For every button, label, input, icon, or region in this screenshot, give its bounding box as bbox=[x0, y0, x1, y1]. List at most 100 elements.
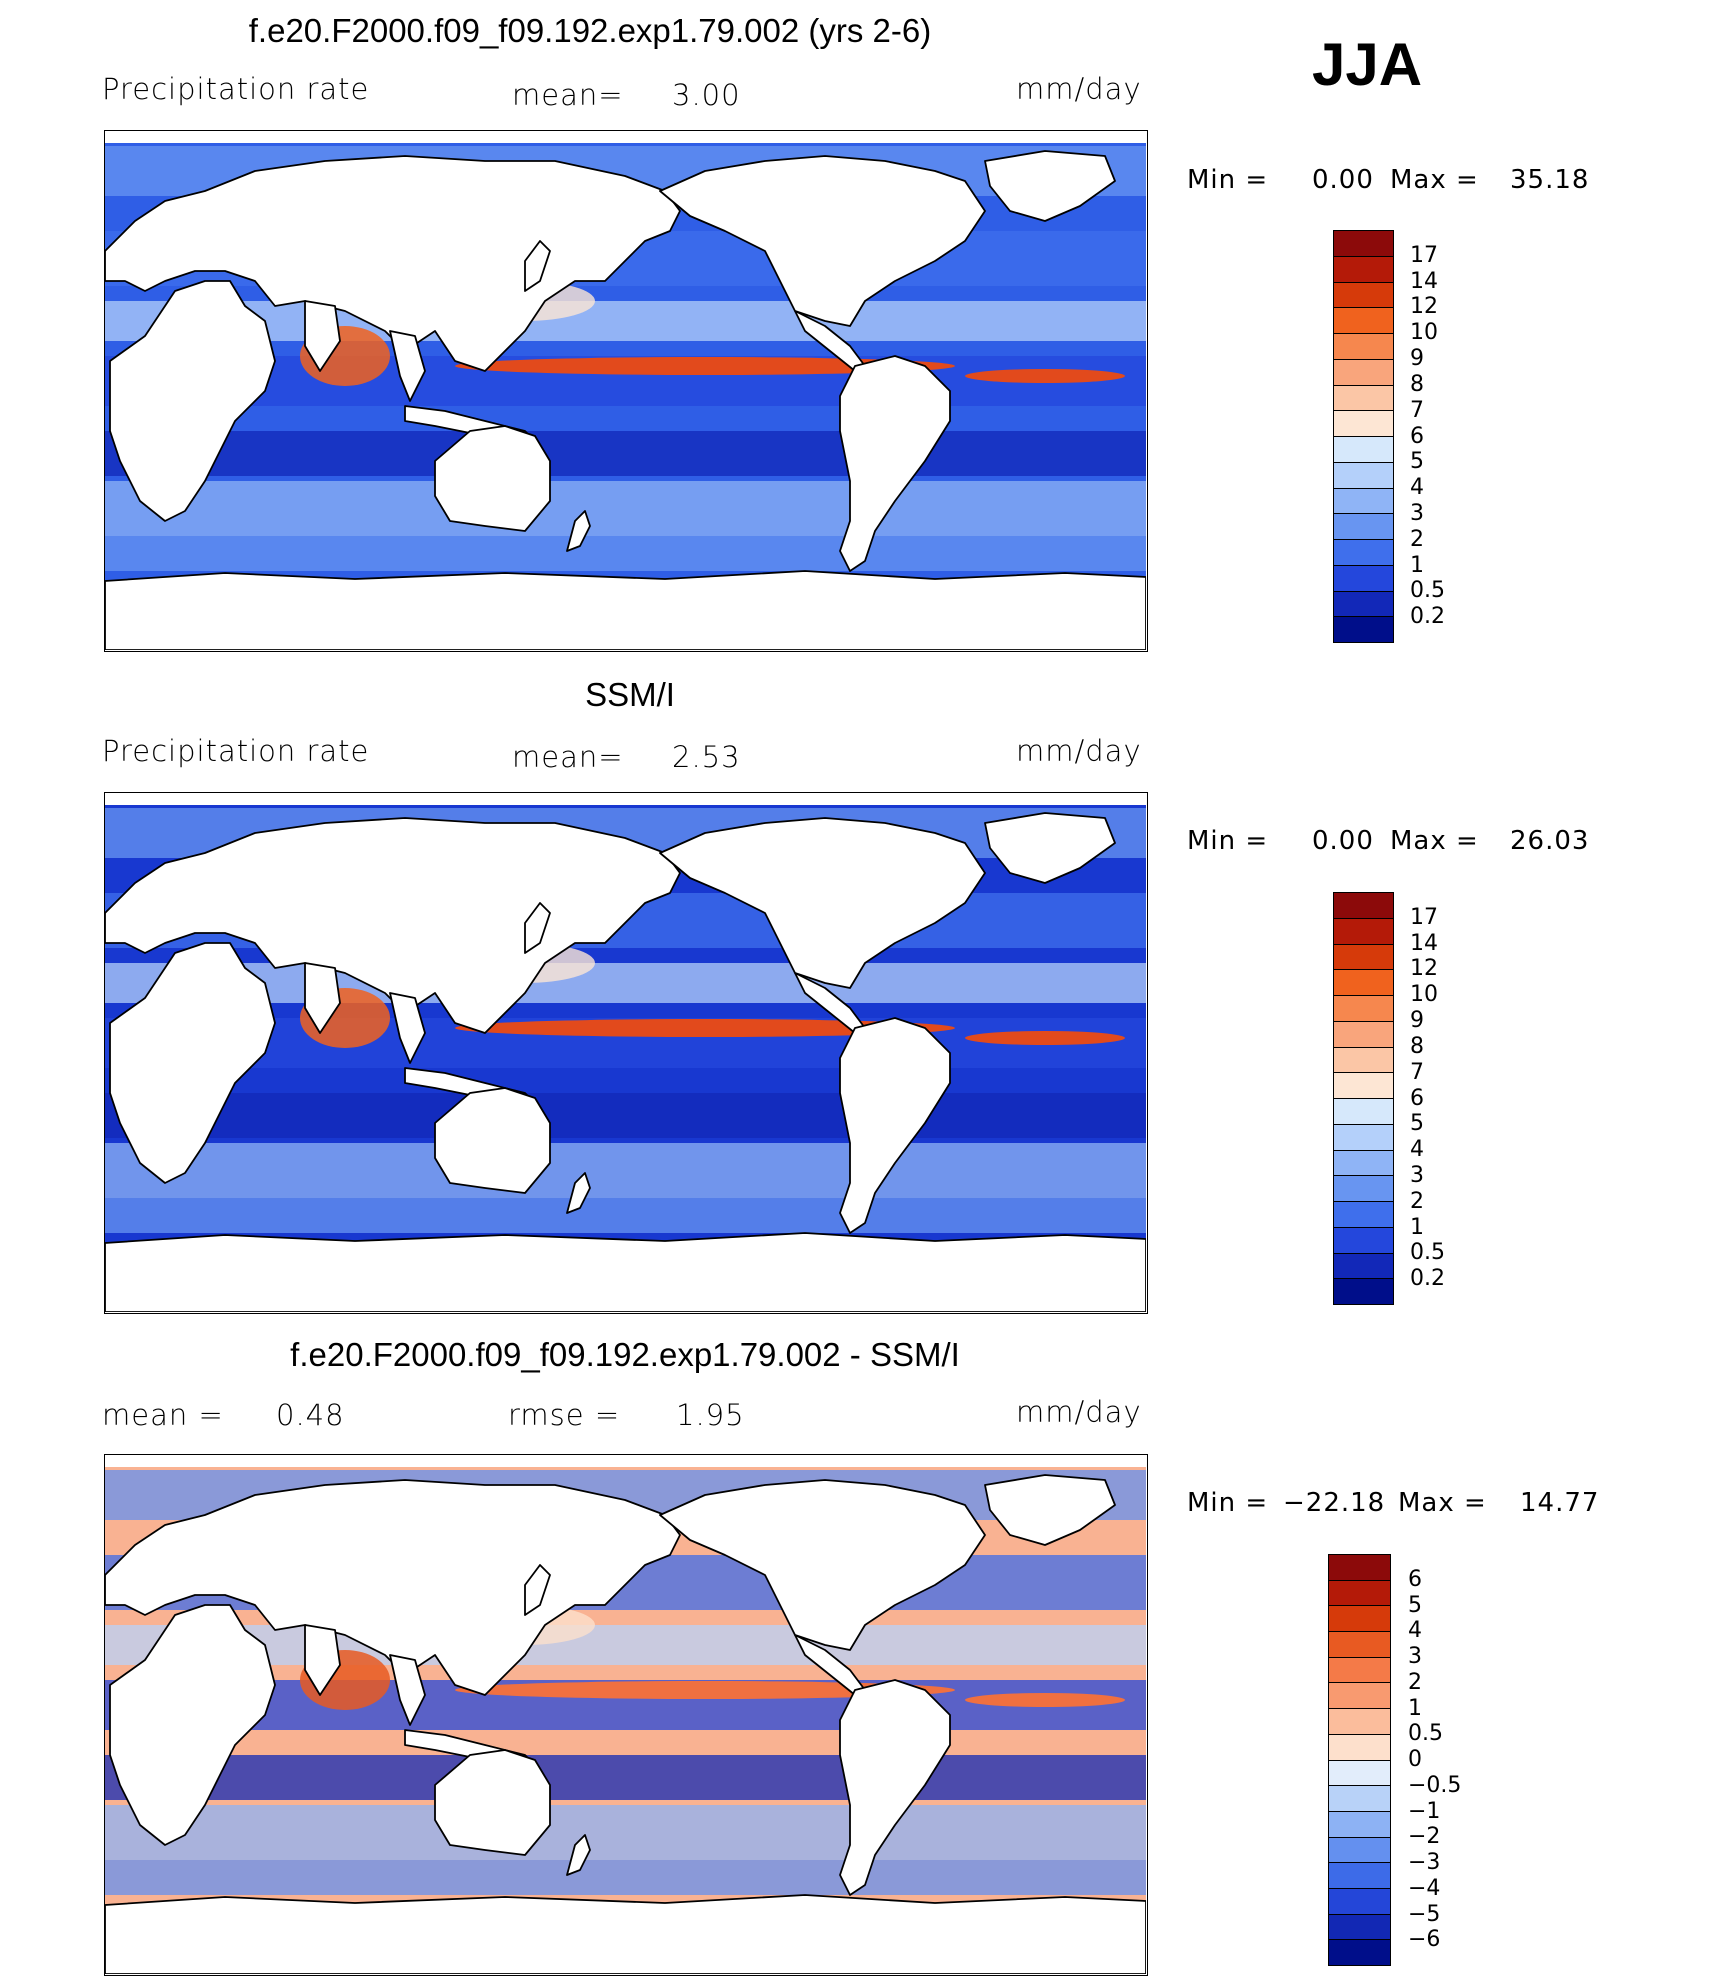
colorbar-tick-label: 6 bbox=[1410, 423, 1424, 449]
colorbar-tick-label: 1 bbox=[1410, 552, 1424, 578]
panel-2-map bbox=[104, 792, 1148, 1314]
field-band bbox=[105, 1860, 1146, 1895]
panel-3-mean-label: mean = bbox=[102, 1398, 224, 1432]
panel-1-map bbox=[104, 130, 1148, 652]
panel-3-min-value: −22.18 bbox=[1283, 1488, 1386, 1518]
panel-1-title: f.e20.F2000.f09_f09.192.exp1.79.002 (yrs… bbox=[248, 12, 932, 49]
panel-1-mean-label: mean= bbox=[512, 78, 624, 112]
colorbar-swatch bbox=[1334, 565, 1393, 592]
panel-3-max-value: 14.77 bbox=[1520, 1488, 1600, 1518]
colorbar-swatch bbox=[1329, 1811, 1390, 1838]
panel-2-map-field bbox=[105, 793, 1146, 1312]
land-outline bbox=[524, 240, 551, 292]
land-outline bbox=[434, 1087, 551, 1194]
panel-1-colorbar bbox=[1333, 230, 1394, 643]
itcz-feature bbox=[455, 1681, 955, 1699]
panel-2-colorbar bbox=[1333, 892, 1394, 1305]
colorbar-tick-label: −2 bbox=[1408, 1824, 1441, 1850]
itcz-feature bbox=[455, 357, 955, 375]
colorbar-tick-label: −4 bbox=[1408, 1875, 1441, 1901]
colorbar-tick-label: 0.5 bbox=[1410, 1240, 1445, 1266]
colorbar-swatch bbox=[1334, 437, 1393, 463]
panel-3-map-field bbox=[105, 1455, 1146, 1974]
colorbar-swatch bbox=[1334, 1202, 1393, 1228]
land-outline bbox=[434, 425, 551, 532]
colorbar-tick-label: 3 bbox=[1410, 500, 1424, 526]
field-band bbox=[105, 301, 1146, 341]
colorbar-tick-label: 0.2 bbox=[1410, 604, 1445, 630]
colorbar-tick-label: 1 bbox=[1408, 1695, 1422, 1721]
colorbar-tick-label: −5 bbox=[1408, 1901, 1441, 1927]
land-outline bbox=[304, 300, 341, 372]
field-band bbox=[105, 1198, 1146, 1233]
colorbar-swatch bbox=[1334, 970, 1393, 996]
land-outline bbox=[389, 1654, 426, 1726]
land-outline bbox=[389, 330, 426, 402]
colorbar-tick-label: 10 bbox=[1410, 982, 1438, 1008]
colorbar-swatch bbox=[1329, 1940, 1390, 1965]
colorbar-tick-label: 5 bbox=[1408, 1592, 1422, 1618]
land-outline bbox=[659, 817, 986, 989]
colorbar-tick-label: 12 bbox=[1410, 294, 1438, 320]
colorbar-tick-label: 3 bbox=[1410, 1162, 1424, 1188]
panel-1-mean-value: 3.00 bbox=[672, 78, 741, 112]
panel-3-rmse-label: rmse = bbox=[508, 1398, 621, 1432]
colorbar-swatch bbox=[1334, 1021, 1393, 1048]
panel-3-mean-value: 0.48 bbox=[276, 1398, 345, 1432]
land-outline bbox=[566, 1172, 591, 1214]
colorbar-tick-label: −6 bbox=[1408, 1927, 1441, 1953]
colorbar-tick-label: 0.2 bbox=[1410, 1266, 1445, 1292]
colorbar-tick-label: 17 bbox=[1410, 904, 1438, 930]
land-outline bbox=[105, 817, 681, 1034]
land-outline bbox=[304, 1624, 341, 1696]
colorbar-tick-label: 6 bbox=[1410, 1085, 1424, 1111]
colorbar-swatch bbox=[1334, 308, 1393, 334]
colorbar-swatch bbox=[1329, 1606, 1390, 1633]
colorbar-swatch bbox=[1334, 514, 1393, 540]
land-outline bbox=[105, 570, 1146, 650]
field-band bbox=[105, 1093, 1146, 1138]
land-outline bbox=[109, 1604, 276, 1846]
panel-2-max-value: 26.03 bbox=[1510, 826, 1590, 856]
colorbar-tick-label: 4 bbox=[1410, 475, 1424, 501]
colorbar-swatch bbox=[1334, 462, 1393, 489]
colorbar-tick-label: 10 bbox=[1410, 320, 1438, 346]
panel-2-mean-value: 2.53 bbox=[672, 740, 741, 774]
colorbar-swatch bbox=[1334, 385, 1393, 412]
land-outline bbox=[105, 1894, 1146, 1974]
colorbar-swatch bbox=[1334, 1124, 1393, 1151]
panel-1-min-label: Min = bbox=[1187, 165, 1269, 195]
field-band bbox=[105, 431, 1146, 476]
panel-1-colorbar-labels: 17 14 12 10 9 8 7 6 5 4 3 2 1 0.5 0.2 bbox=[1410, 230, 1490, 643]
colorbar-swatch bbox=[1334, 540, 1393, 566]
colorbar-swatch bbox=[1334, 1227, 1393, 1254]
panel-1-max-value: 35.18 bbox=[1510, 165, 1590, 195]
field-band bbox=[105, 1143, 1146, 1198]
panel-1-min-value: 0.00 bbox=[1312, 165, 1374, 195]
season-label: JJA bbox=[1312, 31, 1423, 98]
colorbar-swatch bbox=[1329, 1734, 1390, 1761]
field-band bbox=[105, 963, 1146, 1003]
colorbar-swatch bbox=[1334, 256, 1393, 283]
no-data-region bbox=[105, 793, 1146, 805]
colorbar-tick-label: 4 bbox=[1410, 1137, 1424, 1163]
field-band bbox=[105, 481, 1146, 536]
land-outline bbox=[389, 992, 426, 1064]
panel-3-colorbar-labels: 6 5 4 3 2 1 0.5 0 −0.5 −1 −2 −3 −4 −5 −6 bbox=[1408, 1554, 1508, 1966]
land-outline bbox=[839, 1017, 951, 1234]
colorbar-swatch bbox=[1329, 1632, 1390, 1658]
colorbar-swatch bbox=[1329, 1888, 1390, 1915]
field-band bbox=[105, 1625, 1146, 1665]
panel-2-colorbar-labels: 17 14 12 10 9 8 7 6 5 4 3 2 1 0.5 0.2 bbox=[1410, 892, 1490, 1305]
colorbar-tick-label: 7 bbox=[1410, 1059, 1424, 1085]
colorbar-tick-label: 3 bbox=[1408, 1644, 1422, 1669]
colorbar-swatch bbox=[1334, 617, 1393, 642]
field-band bbox=[105, 1755, 1146, 1800]
colorbar-tick-label: 14 bbox=[1410, 268, 1438, 294]
colorbar-swatch bbox=[1334, 996, 1393, 1022]
land-outline bbox=[984, 1474, 1116, 1546]
colorbar-tick-label: 8 bbox=[1410, 1033, 1424, 1059]
colorbar-tick-label: 2 bbox=[1410, 1188, 1424, 1214]
colorbar-swatch bbox=[1334, 893, 1393, 919]
no-data-region bbox=[105, 131, 1146, 143]
